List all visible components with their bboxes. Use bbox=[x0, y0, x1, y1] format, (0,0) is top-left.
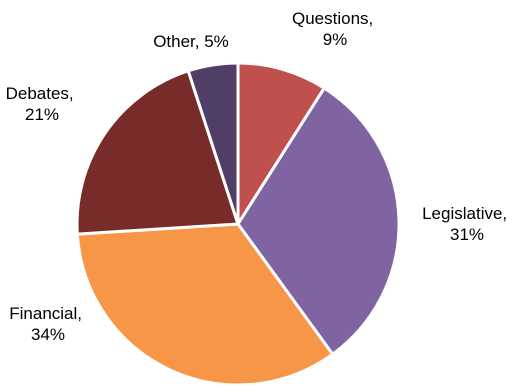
pie-labels: Questions, 9% Legislative, 31% Financial… bbox=[6, 9, 512, 344]
pie-slices bbox=[75, 61, 401, 385]
pie-slice-other bbox=[186, 61, 240, 226]
label-debates: Debates, 21% bbox=[6, 84, 79, 124]
pie-slice-legislative bbox=[236, 86, 401, 356]
label-other: Other, 5% bbox=[153, 32, 229, 51]
label-financial: Financial, 34% bbox=[9, 304, 87, 344]
label-questions: Questions, 9% bbox=[292, 9, 378, 49]
pie-slice-questions bbox=[236, 61, 326, 226]
label-legislative: Legislative, 31% bbox=[422, 204, 512, 244]
pie-slice-debates bbox=[75, 69, 240, 236]
pie-slice-financial bbox=[75, 222, 335, 385]
